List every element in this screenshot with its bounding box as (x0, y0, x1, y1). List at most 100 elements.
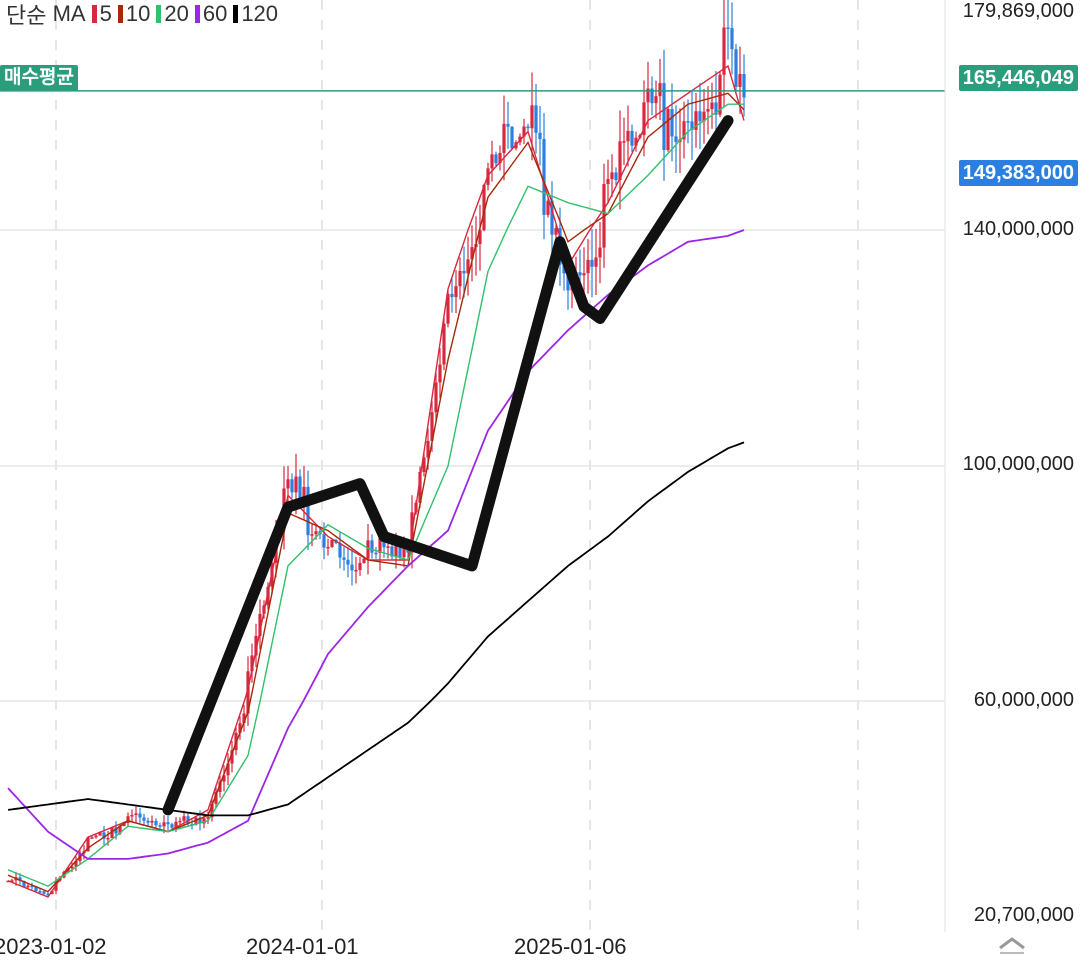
x-tick-label: 2024-01-01 (246, 934, 359, 959)
ma-line-20 (7, 103, 744, 887)
candle-body (178, 820, 182, 823)
candle-body (718, 74, 722, 115)
candle-body (442, 323, 446, 365)
candle-body (94, 835, 98, 838)
candle-body (730, 28, 734, 50)
candle-body (698, 111, 702, 122)
candle-body (550, 200, 554, 235)
legend-ma-label: MA (52, 1, 86, 26)
candle-body (246, 671, 250, 714)
candle-body (526, 126, 530, 129)
candle-body (250, 655, 254, 672)
candle-body (430, 412, 434, 441)
ma-line-120 (7, 441, 745, 817)
ma-line-10 (7, 92, 745, 893)
candle-body (742, 73, 746, 98)
candle-body (266, 586, 270, 606)
candle-body (470, 247, 474, 260)
legend-swatch-10 (117, 5, 123, 23)
candle-body (546, 200, 550, 215)
candle-body (522, 126, 526, 137)
grid (0, 0, 945, 932)
candle-body (702, 111, 706, 122)
candle-body (626, 130, 630, 142)
candle-body (102, 832, 106, 839)
candle-body (426, 440, 430, 458)
chevron-up-icon[interactable] (998, 936, 1026, 954)
candle-body (206, 817, 210, 819)
candle-body (342, 557, 346, 560)
y-tick-label: 60,000,000 (973, 689, 1074, 711)
candle-body (194, 817, 198, 825)
candle-body (650, 88, 654, 104)
legend-type: 단순 (6, 3, 47, 28)
candle-body (254, 635, 258, 656)
y-tick-label: 20,700,000 (973, 904, 1074, 926)
candle-body (330, 540, 334, 547)
candle-body (10, 880, 14, 882)
candle-body (114, 827, 118, 834)
candle-body (150, 820, 154, 823)
candle-body (614, 172, 618, 181)
candle-body (70, 866, 74, 869)
candle-body (666, 109, 670, 151)
candle-body (294, 476, 298, 493)
ma-line-5 (7, 64, 745, 898)
candle-body (662, 83, 666, 151)
trend-stroke (162, 115, 734, 816)
candle-body (578, 272, 582, 276)
candle-body (598, 247, 602, 258)
candle-body (174, 821, 178, 828)
candle-body (366, 540, 370, 559)
legend-item-120: 120 (241, 1, 279, 26)
legend-item-60: 60 (202, 1, 228, 26)
candle-body (138, 813, 142, 818)
avg-price-label: 매수평균 (0, 65, 78, 91)
candle-body (482, 184, 486, 231)
candle-body (218, 781, 222, 793)
legend-swatch-60 (194, 5, 200, 23)
candle-body (510, 126, 514, 149)
candle-body (382, 538, 386, 548)
candle-body (238, 723, 242, 733)
ma-legend[interactable]: 단순 MA 5 10 20 60 120 (6, 0, 278, 28)
candle-body (562, 264, 566, 274)
candle-body (394, 545, 398, 557)
y-tick-label: 140,000,000 (962, 218, 1074, 240)
x-tick-label: 2023-01-02 (0, 934, 107, 959)
candle-body (118, 825, 122, 834)
candle-body (314, 531, 318, 535)
candle-body (370, 540, 374, 553)
candle-body (446, 293, 450, 324)
candle-body (146, 820, 150, 823)
candle-body (494, 154, 498, 164)
legend-swatch-20 (156, 5, 162, 23)
moving-average-lines (7, 64, 745, 898)
candle-body (590, 259, 594, 267)
candle-body (686, 121, 690, 123)
candle-body (646, 88, 650, 103)
candle-body (554, 228, 558, 235)
candle-body (158, 825, 162, 827)
candle-body (450, 293, 454, 298)
candle-body (542, 139, 546, 215)
candle-body (242, 713, 246, 724)
candle-body (734, 49, 738, 87)
candle-body (322, 534, 326, 548)
candle-body (422, 457, 426, 473)
candle-body (122, 823, 126, 826)
candle-body (90, 837, 94, 839)
candle-body (658, 83, 662, 97)
candle-body (210, 803, 214, 818)
candle-body (106, 838, 110, 840)
candle-body (258, 613, 262, 636)
candle-body (710, 102, 714, 110)
candle-body (142, 817, 146, 821)
y-tick-label: 179,869,000 (962, 0, 1074, 22)
ma-line-60 (7, 229, 745, 860)
candle-body (202, 818, 206, 824)
candle-body (722, 27, 726, 75)
candle-body (338, 542, 342, 558)
candle-body (682, 121, 686, 140)
